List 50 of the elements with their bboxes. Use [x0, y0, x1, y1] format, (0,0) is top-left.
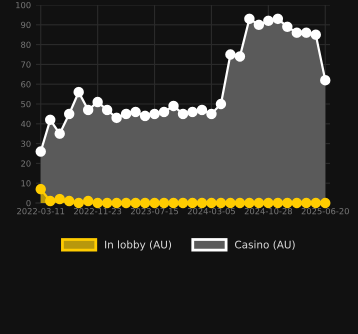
point — [310, 29, 321, 40]
point — [54, 128, 65, 139]
point — [254, 20, 264, 30]
point — [292, 28, 302, 38]
point — [102, 104, 112, 116]
point — [149, 108, 160, 120]
x-tick-label: 2024-03-05 — [188, 208, 235, 214]
point — [64, 108, 74, 120]
point — [82, 104, 94, 116]
point — [244, 14, 255, 24]
point — [263, 16, 274, 26]
point — [301, 28, 312, 38]
point — [120, 108, 132, 120]
y-tick-label: 40 — [20, 120, 31, 128]
y-tick-label: 20 — [21, 160, 31, 167]
point — [272, 14, 284, 24]
y-tick-label: 70 — [21, 61, 31, 68]
point — [225, 49, 236, 60]
y-tick-label: 50 — [21, 100, 31, 108]
y-tick-label: 100 — [16, 2, 31, 8]
x-tick-label: 2023-07-15 — [130, 208, 178, 214]
point — [282, 22, 293, 32]
x-tick-label: 2022-03-11 — [17, 208, 64, 214]
x-tick-label: 2022-11-23 — [74, 208, 122, 214]
point — [178, 108, 188, 120]
y-tick-label: 30 — [21, 140, 31, 147]
x-tick-label: 2025-06-20 — [302, 208, 349, 214]
point — [140, 110, 150, 122]
point — [320, 75, 330, 86]
point — [216, 98, 226, 110]
point — [158, 106, 170, 118]
point — [111, 112, 122, 124]
x-tick-label: 2024-10-28 — [244, 208, 292, 214]
point — [92, 96, 103, 108]
point — [36, 146, 46, 157]
y-tick-label: 90 — [21, 22, 31, 28]
point — [234, 51, 246, 62]
point — [130, 106, 141, 118]
point — [168, 100, 179, 112]
y-tick-label: 0 — [26, 200, 31, 206]
point — [73, 86, 84, 98]
point — [196, 104, 208, 116]
point — [187, 106, 198, 118]
y-tick-label: 10 — [21, 180, 31, 186]
y-tick-label: 80 — [21, 42, 31, 48]
point — [206, 108, 217, 120]
y-tick-label: 60 — [21, 81, 31, 88]
legend-label: Casino (AU) — [235, 240, 295, 250]
legend-label: In lobby (AU) — [105, 240, 172, 251]
point — [45, 114, 56, 126]
